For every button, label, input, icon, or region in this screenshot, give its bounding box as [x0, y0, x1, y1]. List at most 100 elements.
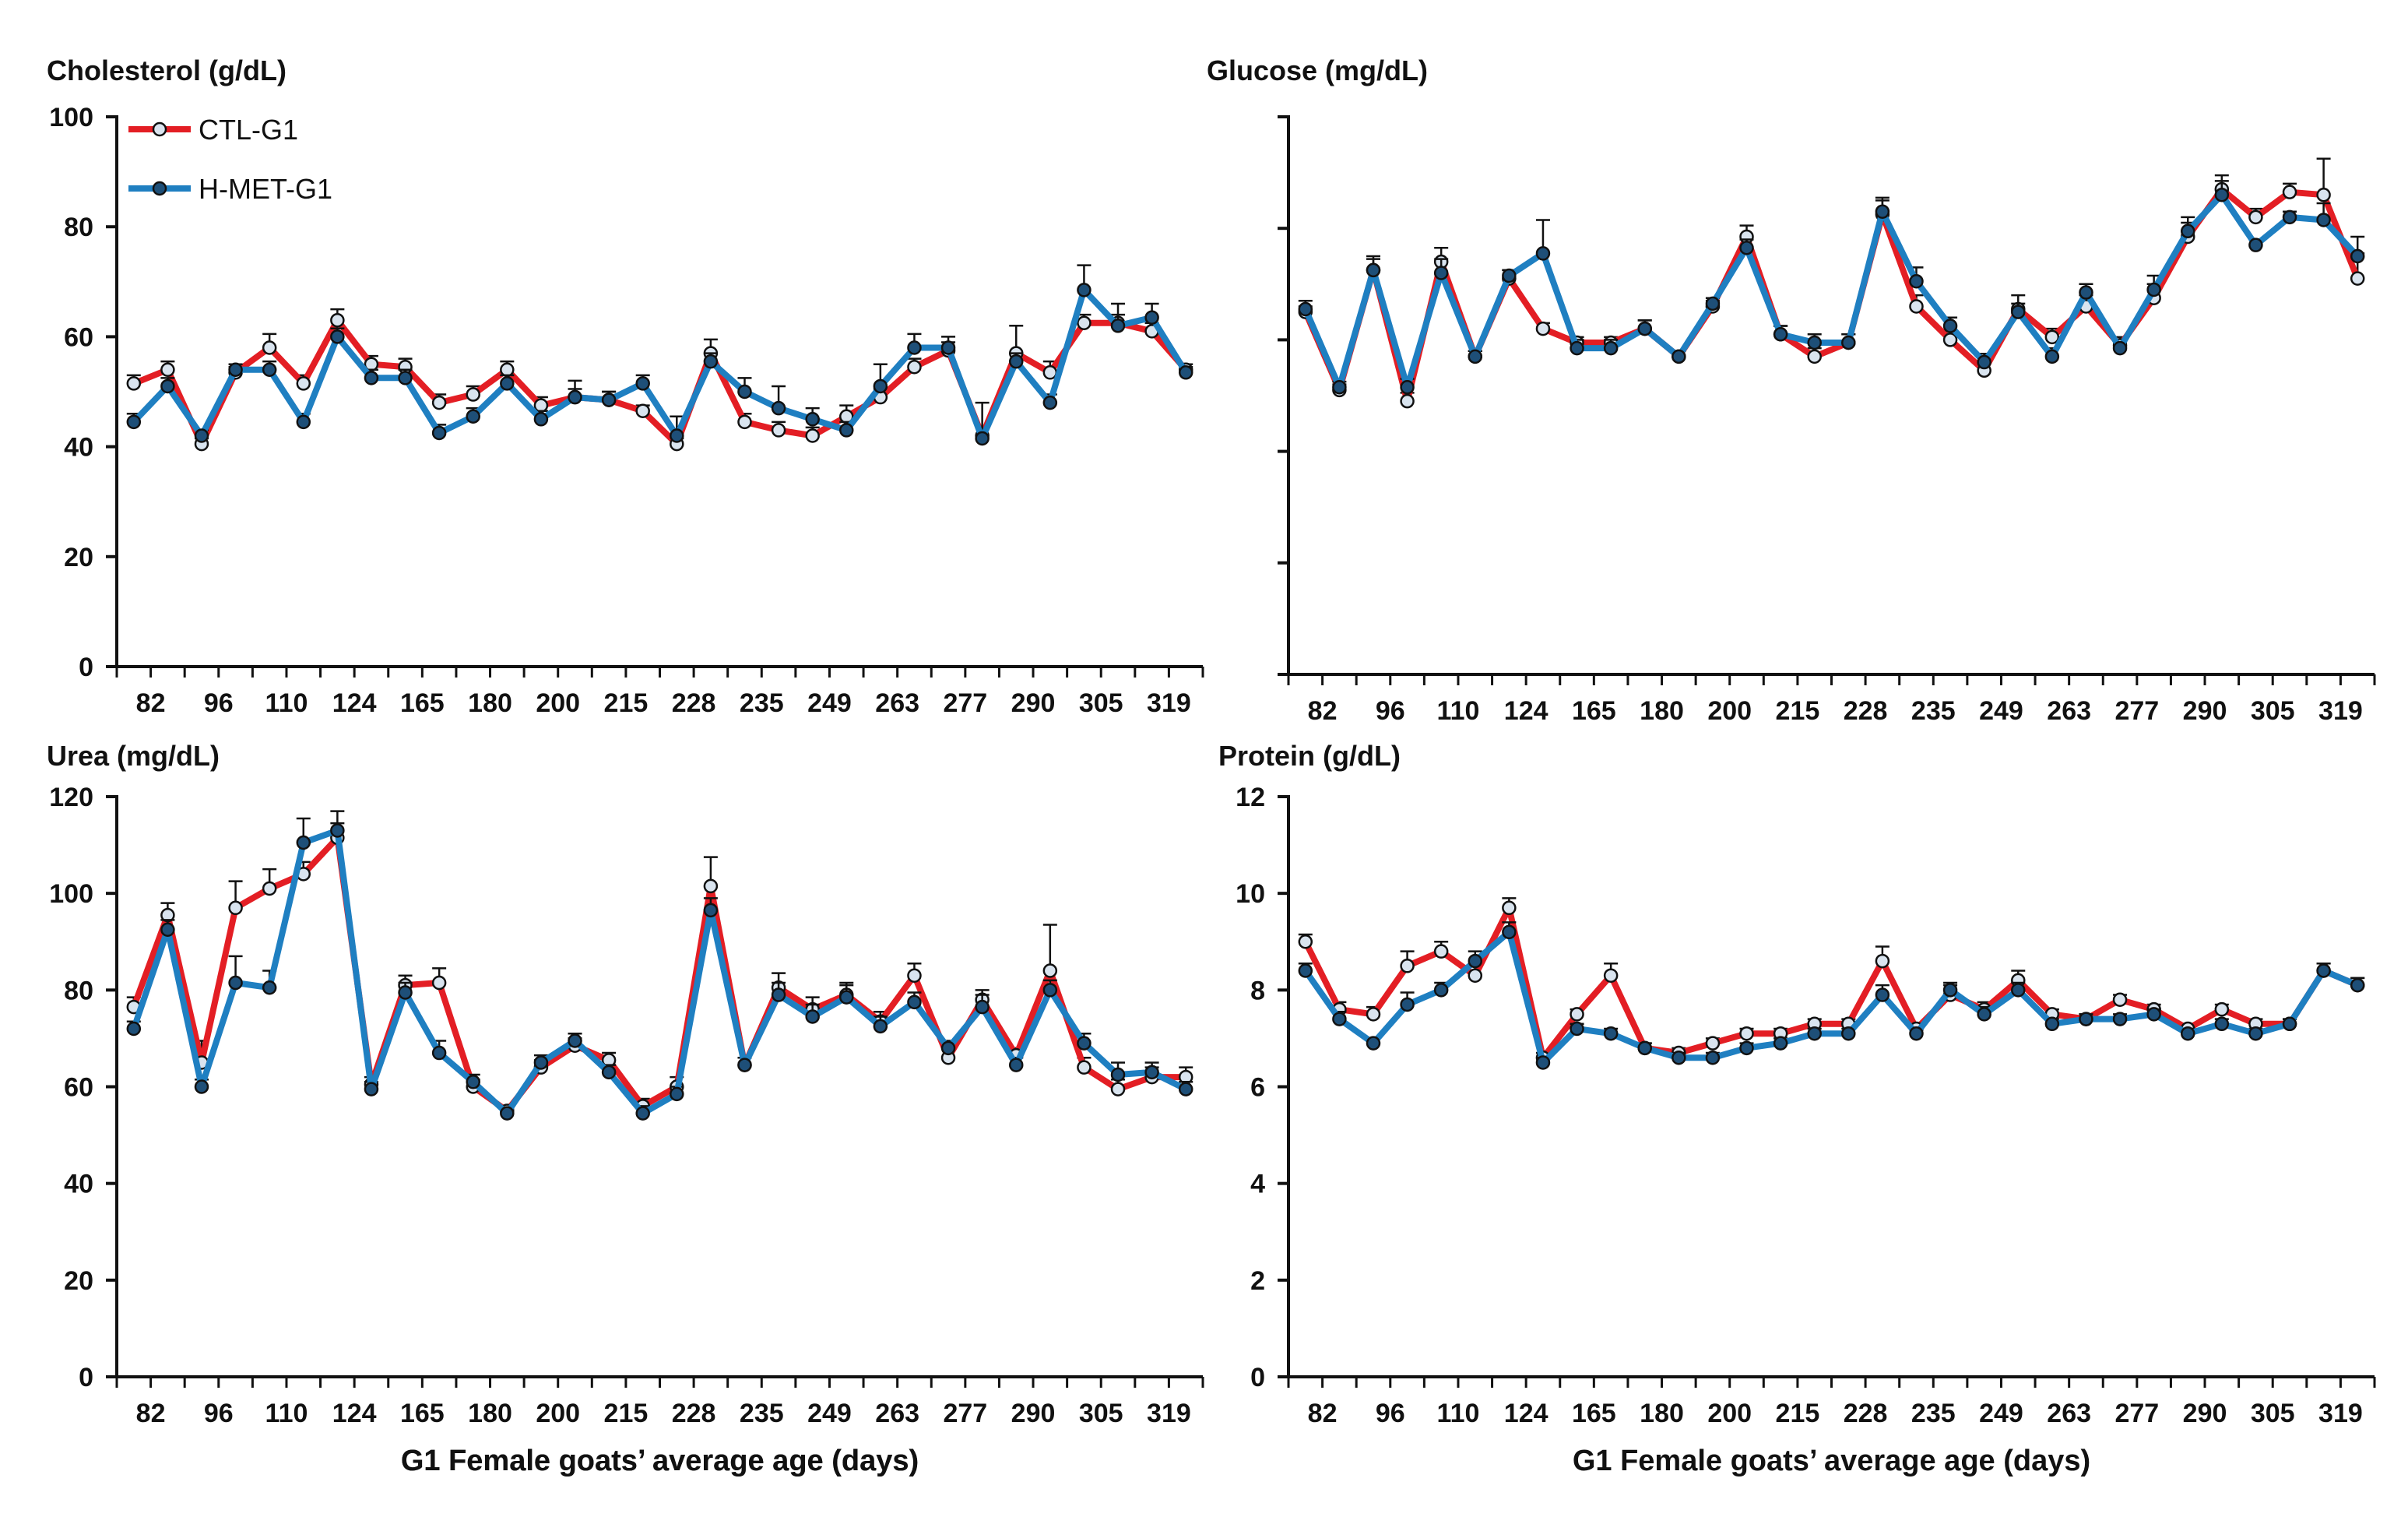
- data-point: [1739, 1040, 1754, 1056]
- series-line: [131, 834, 1186, 1114]
- data-point: [1110, 319, 1126, 333]
- data-point: [601, 392, 617, 407]
- data-point: [635, 376, 650, 391]
- data-point: [1942, 319, 1958, 333]
- y-tick-label: 0: [79, 1363, 93, 1392]
- data-point: [1502, 268, 1517, 283]
- y-tick-label: 10: [1236, 879, 1265, 909]
- x-tick-label: 305: [2251, 1399, 2295, 1428]
- x-tick-label: 319: [1147, 688, 1191, 718]
- data-point: [262, 362, 277, 378]
- data-point: [431, 975, 447, 991]
- y-tick-label: 8: [1250, 976, 1265, 1005]
- data-point: [703, 354, 719, 369]
- x-tick-label: 249: [807, 1399, 852, 1428]
- data-point: [703, 878, 719, 894]
- data-point: [1077, 1060, 1092, 1075]
- series-H-MET-G1: [126, 264, 1193, 446]
- data-point: [1875, 987, 1890, 1002]
- legend-label: CTL-G1: [199, 114, 298, 146]
- x-tick-label: 263: [875, 1399, 919, 1428]
- y-tick-label: 0: [1250, 1363, 1265, 1392]
- data-point: [330, 329, 345, 344]
- data-point: [907, 968, 922, 983]
- data-point: [296, 414, 311, 430]
- data-point: [160, 378, 175, 394]
- data-point: [398, 371, 413, 385]
- x-tick-label: 290: [1011, 1399, 1056, 1428]
- data-point: [1077, 283, 1092, 297]
- data-point: [805, 428, 820, 443]
- data-point: [2350, 271, 2365, 286]
- panel-title: Glucose (mg/dL): [1207, 55, 1428, 86]
- x-tick-label: 200: [536, 1399, 580, 1428]
- data-point: [839, 423, 854, 438]
- data-point: [2044, 1016, 2060, 1032]
- data-point: [737, 384, 752, 399]
- data-point: [431, 395, 447, 410]
- x-tick-label: 82: [1308, 696, 1338, 726]
- data-point: [194, 428, 209, 443]
- y-tick-label: 6: [1250, 1073, 1265, 1103]
- series-CTL-G1: [1298, 897, 2365, 1065]
- data-point: [262, 980, 277, 995]
- data-point: [1468, 953, 1483, 969]
- data-point: [2214, 187, 2230, 202]
- series-CTL-G1: [126, 822, 1193, 1118]
- series-line: [131, 827, 1187, 1117]
- data-point: [1909, 1026, 1924, 1041]
- data-point: [805, 412, 820, 427]
- data-point: [1535, 1055, 1551, 1070]
- data-point: [1042, 365, 1058, 380]
- x-tick-label: 124: [332, 1399, 377, 1428]
- data-point: [330, 823, 345, 838]
- y-tick-label: 20: [64, 1266, 93, 1296]
- data-point: [975, 999, 990, 1015]
- x-tick-label: 277: [2114, 1399, 2159, 1428]
- series-CTL-G1: [1298, 157, 2365, 409]
- data-point: [1298, 963, 1313, 978]
- data-point: [1570, 340, 1584, 356]
- data-point: [126, 1021, 142, 1037]
- data-point: [1332, 380, 1347, 395]
- data-point: [228, 975, 243, 991]
- data-point: [1739, 241, 1754, 255]
- y-tick-label: 12: [1236, 783, 1265, 812]
- series-H-MET-G1: [126, 810, 1193, 1121]
- data-point: [1672, 349, 1686, 364]
- y-tick-label: 100: [49, 879, 93, 909]
- data-point: [1603, 340, 1619, 356]
- data-point: [1144, 310, 1159, 325]
- data-point: [500, 1106, 515, 1121]
- data-point: [805, 1009, 820, 1024]
- data-point: [2248, 1026, 2263, 1041]
- data-point: [670, 428, 684, 443]
- data-point: [1977, 354, 1991, 370]
- data-point: [1468, 968, 1483, 983]
- x-tick-label: 110: [265, 1399, 308, 1428]
- x-tick-label: 124: [1504, 1399, 1549, 1428]
- data-point: [1042, 983, 1058, 998]
- data-point: [771, 423, 786, 438]
- chart-panel-3: Urea (mg/dL) 0 20 40 60 80 100 120 82 96 110 124 165…: [47, 740, 1204, 1477]
- data-point: [466, 387, 480, 402]
- x-tick-label: 235: [1911, 1399, 1956, 1428]
- x-tick-label: 249: [807, 688, 852, 718]
- x-tick-label: 124: [332, 688, 377, 718]
- x-tick-label: 215: [604, 688, 649, 718]
- data-point: [2146, 1007, 2161, 1022]
- data-point: [1672, 1051, 1686, 1065]
- data-point: [2180, 224, 2195, 239]
- data-point: [1603, 968, 1619, 983]
- x-tick-label: 96: [204, 688, 234, 718]
- x-tick-label: 235: [1911, 696, 1956, 726]
- data-point: [1570, 1007, 1584, 1022]
- data-point: [1008, 1058, 1024, 1072]
- data-point: [2248, 238, 2263, 252]
- series-line: [1302, 928, 2359, 1066]
- data-point: [364, 371, 379, 385]
- legend: CTL-G1 H-MET-G1: [128, 114, 332, 205]
- data-point: [533, 1055, 549, 1070]
- data-point: [1400, 380, 1415, 395]
- data-point: [1042, 395, 1058, 410]
